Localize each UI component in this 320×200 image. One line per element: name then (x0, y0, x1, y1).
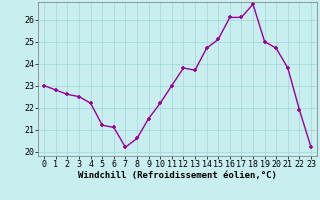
X-axis label: Windchill (Refroidissement éolien,°C): Windchill (Refroidissement éolien,°C) (78, 171, 277, 180)
